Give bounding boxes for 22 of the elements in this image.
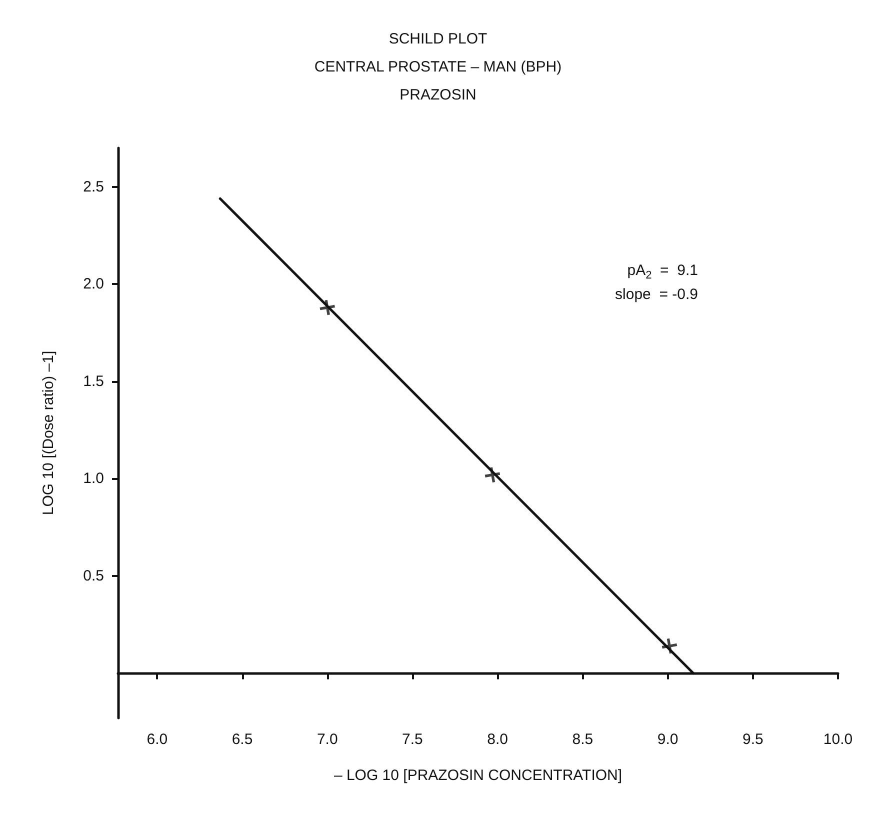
y-axis-title: LOG 10 [(Dose ratio) –1] [40,350,57,516]
annotation: slope = -0.9 [615,286,698,303]
y-tick-label: 2.0 [83,276,104,293]
point [320,300,335,316]
x-tick-label: 6.5 [232,731,253,748]
y-tick-label: 1.0 [83,470,104,488]
point [484,467,500,482]
point [662,638,678,654]
x-tick-label: 8.5 [572,731,594,748]
y-tick-label: 1.5 [83,372,104,390]
y-tick-label: 2.5 [83,178,104,196]
x-tick-label: 10.0 [823,731,853,748]
x-tick-label: 9.0 [657,731,678,748]
x-tick-label: 6.0 [146,731,168,748]
x-tick-label: 8.0 [487,731,508,748]
x-tick-label: 7.5 [402,731,423,748]
y-tick-label: 0.5 [83,567,104,584]
x-tick-label: 9.5 [742,731,764,748]
x-axis-title: – LOG 10 [PRAZOSIN CONCENTRATION] [334,767,622,784]
x-tick-label: 7.0 [316,731,338,748]
chart-title: SCHILD PLOT [388,30,488,48]
chart-subtitle: CENTRAL PROSTATE – MAN (BPH) PRAZOSIN [314,58,562,104]
